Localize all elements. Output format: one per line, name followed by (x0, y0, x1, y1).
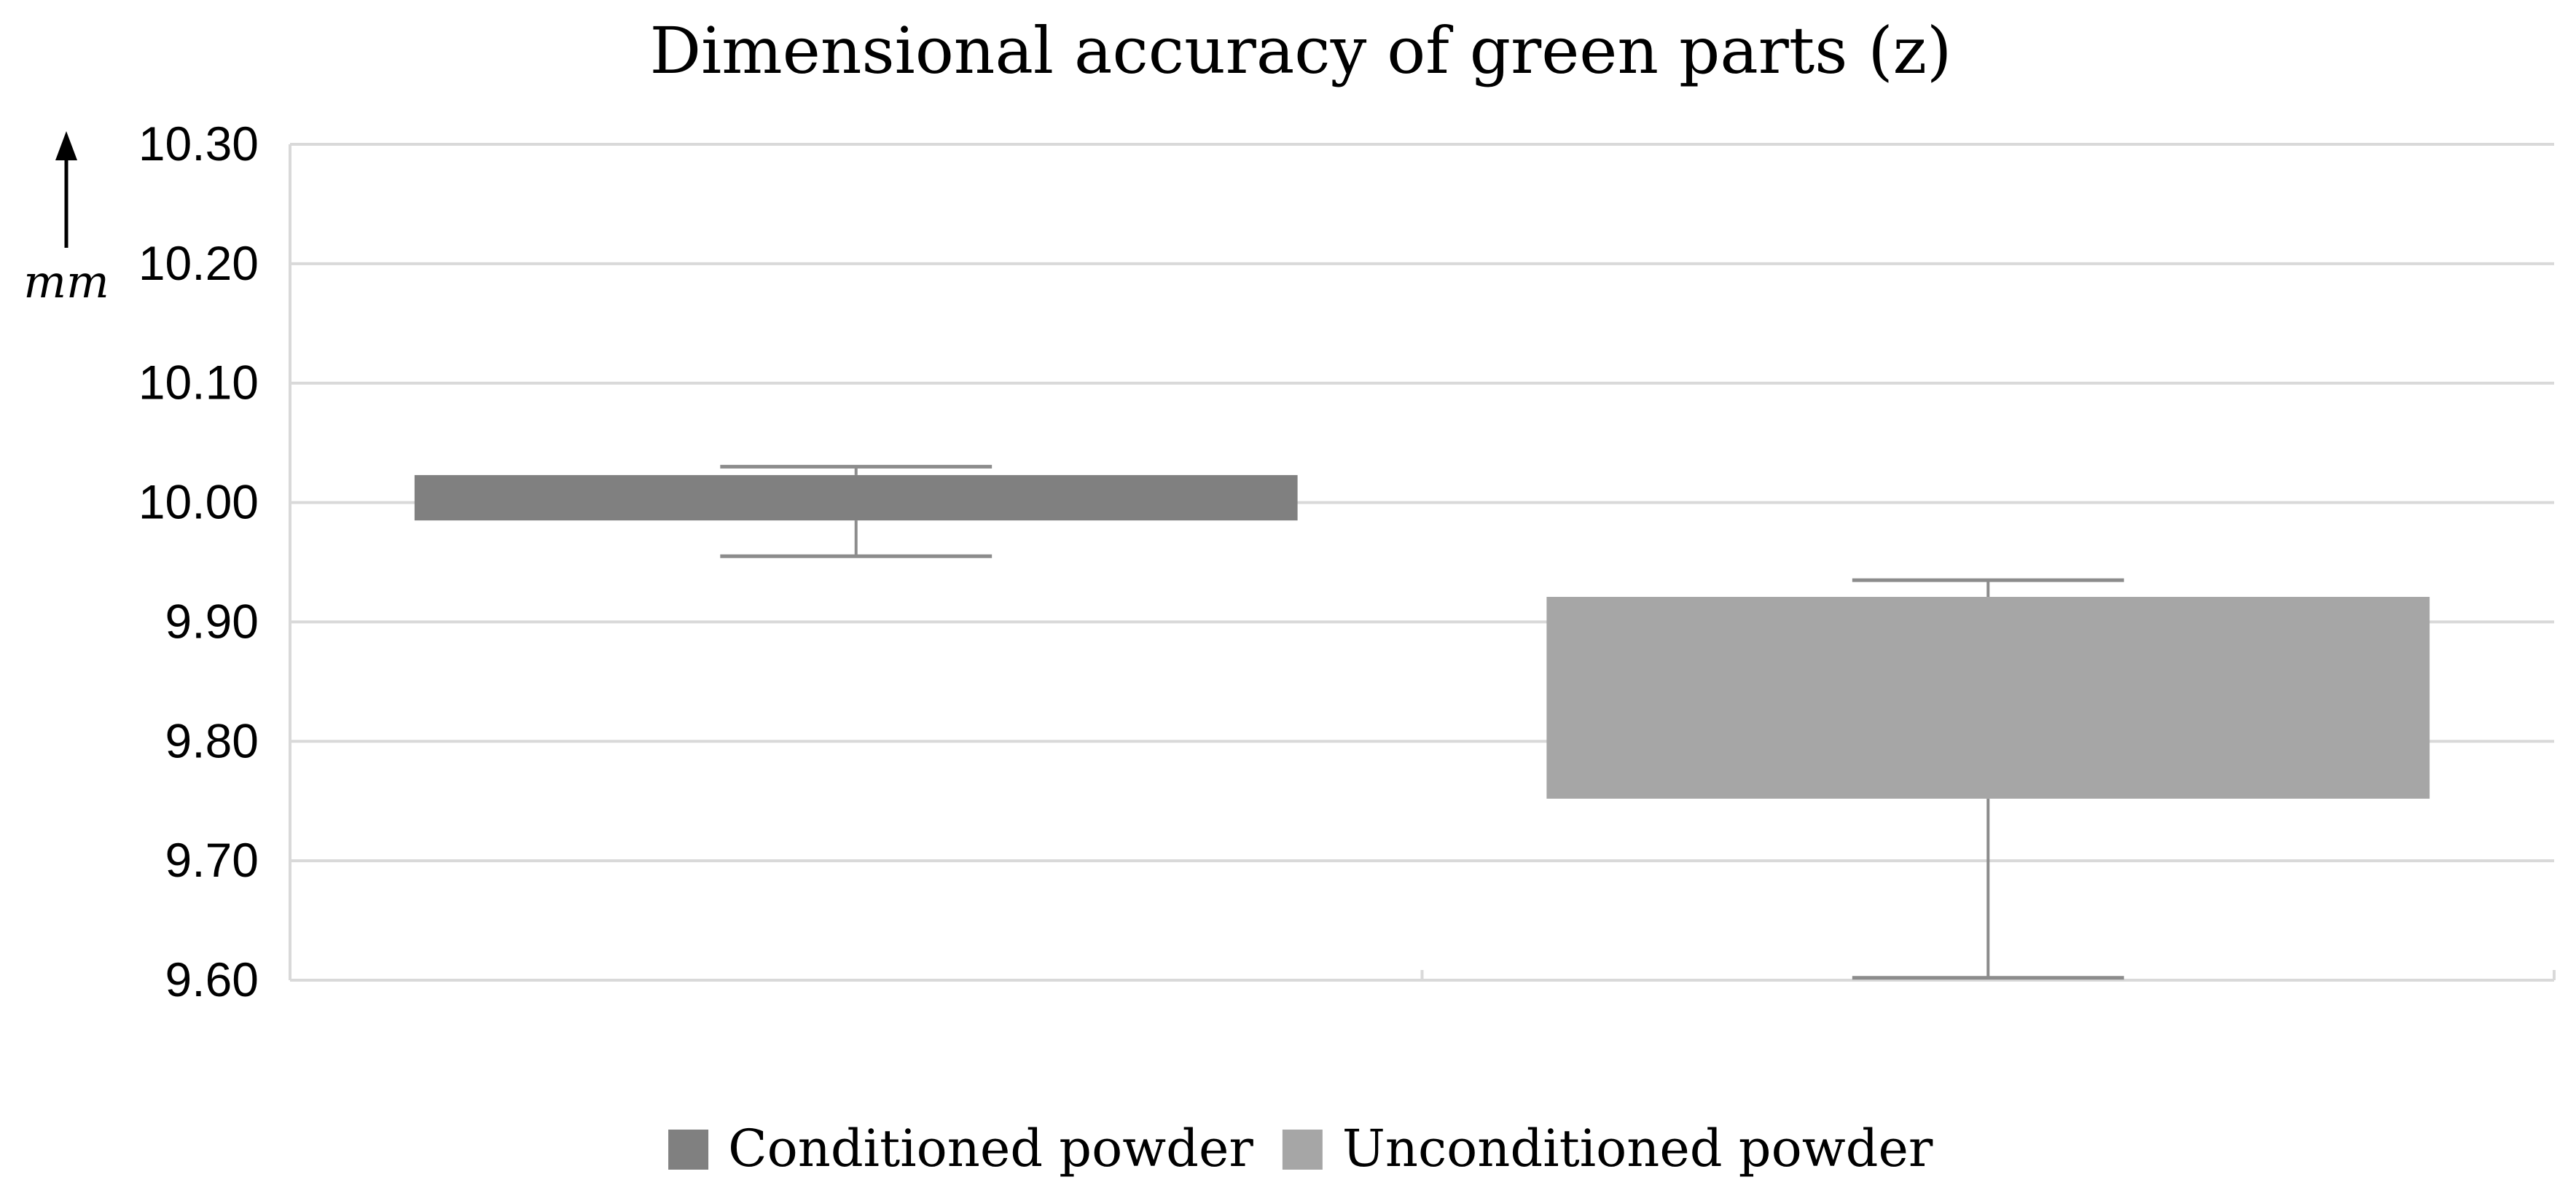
legend-item: Conditioned powder (668, 1119, 1253, 1178)
legend-label: Conditioned powder (728, 1119, 1253, 1178)
y-tick-label: 9.80 (165, 713, 259, 767)
y-tick-label: 10.00 (138, 475, 259, 529)
legend-swatch (1282, 1130, 1323, 1170)
chart-title: Dimensional accuracy of green parts (z) (650, 13, 1952, 88)
y-tick-labels: 10.30 10.20 10.10 10.00 9.90 9.80 9.70 9.60 (138, 117, 259, 1006)
y-axis-label: mm (23, 255, 109, 308)
y-axis-unit: mm (23, 131, 109, 308)
legend: Conditioned powder Unconditioned powder (668, 1119, 1933, 1178)
legend-item: Unconditioned powder (1282, 1119, 1933, 1178)
y-tick-label: 10.20 (138, 236, 259, 290)
y-tick-label: 9.70 (165, 833, 259, 887)
legend-swatch (668, 1130, 709, 1170)
y-tick-label: 9.60 (165, 952, 259, 1006)
y-axis-arrow-head (55, 131, 77, 160)
y-tick-label: 10.30 (138, 117, 259, 171)
box (1546, 597, 2430, 799)
box-plot (1546, 578, 2430, 980)
box (414, 474, 1298, 521)
legend-label: Unconditioned powder (1342, 1119, 1933, 1178)
grid-lines (289, 143, 2556, 982)
y-tick-label: 9.90 (165, 594, 259, 648)
box-plot (414, 464, 1298, 558)
box-plots (414, 464, 2430, 980)
y-tick-label: 10.10 (138, 356, 259, 410)
